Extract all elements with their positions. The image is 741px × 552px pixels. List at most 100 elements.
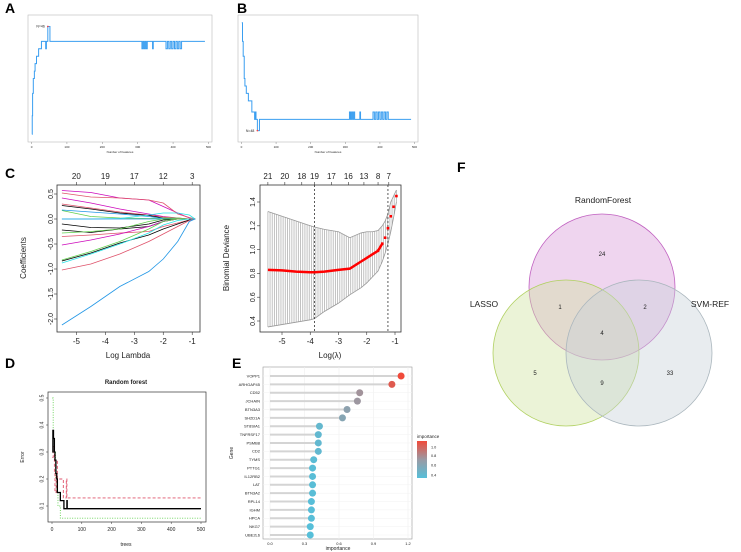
x-axis-label: trees <box>120 542 132 548</box>
panel-E-gene-importance: 0.0 0.3 0.6 0.9 1.2 VOPP1 ARHGAP45 CD52 JCHAIN BT… <box>229 366 440 552</box>
x-tick-label: 300 <box>343 145 348 149</box>
top-tick-label: 19 <box>310 172 319 181</box>
gene-label: BTN3A2 <box>245 491 261 496</box>
panel-label-E: E <box>232 355 241 371</box>
lollipop-point-LAT <box>309 481 317 489</box>
lollipop-point-ST8SIA1 <box>315 422 323 430</box>
top-tick-label: 20 <box>72 172 81 181</box>
lollipop-point-SH2D1A <box>338 414 346 422</box>
gene-label: PSMB8 <box>246 440 260 445</box>
mean-deviance-line <box>267 243 384 274</box>
top-tick-label: 21 <box>263 172 272 181</box>
top-tick-label: 17 <box>327 172 336 181</box>
top-tick-label: 16 <box>344 172 353 181</box>
mean-deviance-point <box>386 226 390 230</box>
x-tick-label: 500 <box>197 527 206 533</box>
top-tick-label: 19 <box>101 172 110 181</box>
x-tick-label: 300 <box>137 527 146 533</box>
top-tick-label: 3 <box>190 172 195 181</box>
gene-label: VOPP1 <box>247 373 261 378</box>
y-axis-label: Gene <box>229 447 235 459</box>
lollipop-point-RPL14 <box>307 498 315 506</box>
venn-count-lasso_only: 5 <box>533 371 537 377</box>
x-tick-label: 100 <box>274 145 279 149</box>
lollipop-point-CD52 <box>356 389 364 397</box>
x-tick-label: 1.2 <box>405 541 411 546</box>
gene-label: LAT <box>253 482 261 487</box>
x-tick-label: 0.3 <box>302 541 308 546</box>
coefficient-path-1 <box>61 192 196 220</box>
x-tick-label: -1 <box>391 337 399 346</box>
plot-frame <box>56 184 201 333</box>
lollipop-point-UBE2L6 <box>306 531 314 539</box>
error-line-solid <box>52 429 201 510</box>
legend-tick-label: 0.8 <box>431 454 436 458</box>
series-line <box>241 22 412 132</box>
x-tick-label: -1 <box>189 337 197 346</box>
gene-label: IGHM <box>250 507 260 512</box>
venn-count-randomforest_lasso: 1 <box>558 305 562 311</box>
gene-label: IL12RB2 <box>244 474 260 479</box>
venn-set-label: RandomForest <box>575 195 632 205</box>
x-tick-label: -3 <box>335 337 343 346</box>
x-tick-label: 0.0 <box>267 541 273 546</box>
venn-count-randomforest_svm-ref: 2 <box>643 305 647 311</box>
panel-C-lasso-coefficients: -5 20 -4 19 -3 17 -2 12 -1 3 -2.0 -1.5 -1.0 -0.5 0.0 0.… <box>19 172 201 360</box>
gene-label: CD52 <box>250 390 261 395</box>
x-tick-label: 0 <box>51 527 54 533</box>
mean-deviance-point <box>383 236 387 239</box>
x-tick-label: 300 <box>135 145 140 149</box>
x-tick-label: 0.6 <box>336 541 342 546</box>
x-tick-label: 0.9 <box>371 541 377 546</box>
gene-label: CD2 <box>252 449 261 454</box>
coefficient-path-17 <box>61 218 196 271</box>
error-line-dotted <box>52 397 201 519</box>
upper-bound <box>267 189 397 239</box>
y-tick-label: 0.5 <box>48 189 55 199</box>
x-tick-label: -4 <box>307 337 315 346</box>
chart-title: Random forest <box>105 380 147 386</box>
legend-colorbar <box>417 441 427 478</box>
venn-set-label: SVM-REF <box>691 299 729 309</box>
legend-title: importance <box>417 434 440 439</box>
panel-B-rfe-plot: 0 100 200 300 400 500 Number of Features N=48 <box>237 14 419 154</box>
lollipop-point-IL12RB2 <box>309 472 317 480</box>
panel-A-rfe-plot: 0 100 200 300 400 500 Number of Features N=46 <box>27 14 213 154</box>
venn-set-label: LASSO <box>470 299 499 309</box>
gene-label: ST8SIA1 <box>244 424 261 429</box>
best-point-annotation: N=46 <box>36 24 45 28</box>
x-axis-label: Log(λ) <box>319 351 342 360</box>
y-tick-label: 0.8 <box>250 268 257 278</box>
gene-label: NKG7 <box>249 524 261 529</box>
venn-circle-randomforest <box>528 213 676 361</box>
best-point-marker <box>47 25 49 28</box>
panel-D-random-forest-error: Random forest 0 100 200 300 400 500 0.1 0.2 0.3 0.… <box>20 380 207 548</box>
coefficient-path-18 <box>61 218 196 326</box>
y-axis-label: Binomial Deviance <box>222 224 231 291</box>
x-tick-label: 200 <box>100 145 105 149</box>
x-tick-label: 100 <box>64 145 69 149</box>
venn-count-randomforest_only: 24 <box>599 252 606 258</box>
lollipop-point-VOPP1 <box>397 372 405 380</box>
top-tick-label: 18 <box>297 172 306 181</box>
gene-label: JCHAIN <box>246 399 261 404</box>
lollipop-point-PSMB8 <box>314 439 322 447</box>
gene-label: RPL14 <box>248 499 261 504</box>
venn-count-svm-ref_only: 33 <box>667 371 674 377</box>
gene-label: HPCA <box>249 516 260 521</box>
x-tick-label: -2 <box>363 337 371 346</box>
x-axis-label: importance <box>326 546 351 552</box>
top-tick-label: 8 <box>376 172 381 181</box>
top-tick-label: 12 <box>159 172 168 181</box>
y-tick-label: -2.0 <box>48 313 55 325</box>
gene-label: TYMS <box>249 457 260 462</box>
y-tick-label: 1.4 <box>250 197 257 207</box>
best-point-annotation: N=48 <box>246 129 255 133</box>
panel-label-F: F <box>457 159 466 175</box>
lollipop-point-NKG7 <box>306 523 314 531</box>
top-tick-label: 7 <box>387 172 392 181</box>
x-tick-label: 400 <box>167 527 176 533</box>
x-axis-label: Number of Features <box>107 150 134 154</box>
x-axis-label: Number of Features <box>315 150 342 154</box>
